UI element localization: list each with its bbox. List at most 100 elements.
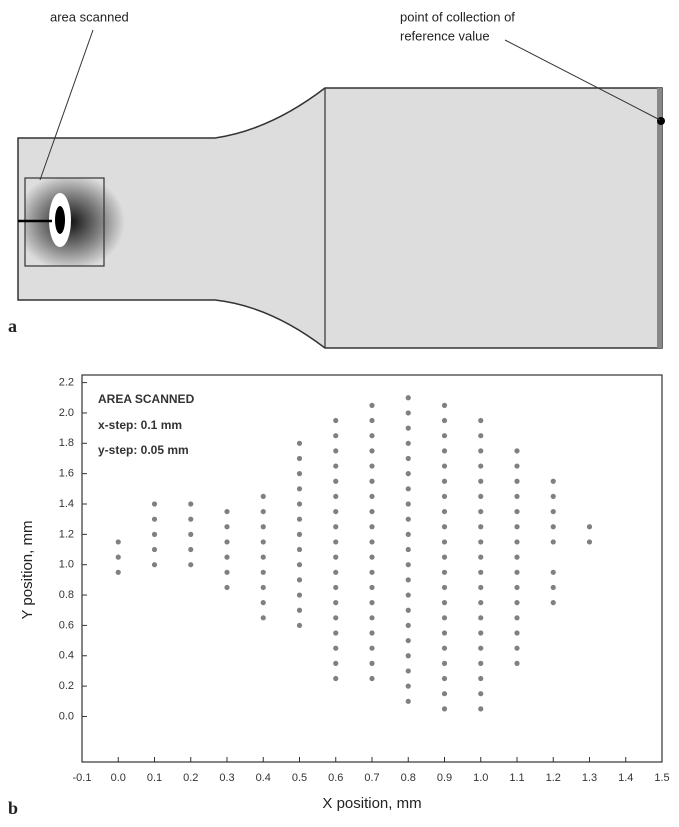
x-tick-label: 0.5	[292, 772, 307, 784]
scan-point	[260, 539, 266, 545]
scan-point	[296, 455, 303, 462]
scan-point	[478, 569, 484, 575]
scan-point	[478, 508, 484, 515]
scan-point	[333, 615, 339, 621]
x-tick-label: 0.1	[147, 772, 162, 784]
x-tick-label: 1.4	[618, 772, 633, 784]
scan-point	[550, 524, 556, 530]
scan-point	[188, 562, 194, 568]
scan-point	[478, 706, 484, 712]
x-tick-label: -0.1	[73, 772, 92, 784]
scan-point	[514, 584, 520, 591]
scan-point	[441, 539, 448, 545]
scan-point	[224, 584, 230, 591]
scan-point	[369, 660, 375, 666]
scan-point	[405, 440, 411, 446]
scan-point	[478, 675, 484, 682]
x-tick-label: 1.2	[546, 772, 561, 784]
scan-point	[405, 546, 411, 553]
scan-point	[369, 524, 375, 530]
scan-point	[296, 607, 303, 613]
scan-point	[550, 584, 556, 591]
scan-point	[514, 539, 520, 545]
x-tick-label: 0.3	[219, 772, 234, 784]
scan-point	[333, 584, 339, 591]
scan-point	[441, 478, 448, 484]
scan-point	[478, 630, 484, 636]
scan-point	[296, 546, 303, 553]
x-tick-label: 1.3	[582, 772, 597, 784]
x-tick-label: 0.6	[328, 772, 343, 784]
scan-point	[441, 691, 448, 697]
scan-point	[151, 501, 158, 507]
scan-point	[333, 569, 339, 575]
scan-point	[478, 433, 484, 439]
panel-label: a	[8, 316, 17, 336]
scan-point	[115, 569, 121, 575]
x-tick-label: 0.4	[256, 772, 271, 784]
scan-point	[478, 524, 484, 530]
scan-point	[514, 630, 520, 636]
scan-point	[369, 448, 375, 454]
scan-point	[405, 531, 411, 537]
scan-point	[405, 562, 411, 568]
scan-point	[550, 600, 556, 606]
scan-point	[441, 660, 448, 666]
scan-point	[369, 493, 375, 500]
x-tick-label: 0.9	[437, 772, 452, 784]
scan-point	[369, 600, 375, 606]
scan-point	[514, 645, 520, 651]
scan-point	[369, 615, 375, 621]
scan-point	[478, 660, 484, 666]
scan-point	[151, 531, 158, 537]
x-tick-label: 0.0	[111, 772, 126, 784]
scan-point	[405, 698, 411, 704]
y-axis-label: Y position, mm	[19, 521, 36, 620]
scan-point	[296, 516, 303, 522]
scan-point	[224, 524, 230, 530]
scan-point	[514, 615, 520, 621]
scan-point	[441, 584, 448, 591]
scan-point	[188, 516, 194, 522]
scan-point	[405, 668, 411, 674]
y-tick-label: 0.0	[59, 710, 74, 722]
scan-point	[188, 546, 194, 553]
scan-point	[333, 493, 339, 500]
scan-point	[441, 706, 448, 712]
scan-point	[441, 402, 448, 408]
scan-point	[151, 516, 158, 522]
scan-point	[478, 691, 484, 697]
scan-point	[586, 539, 593, 545]
scan-point	[260, 508, 266, 515]
scan-point	[405, 516, 411, 522]
scan-point	[441, 508, 448, 515]
scan-point	[405, 637, 411, 644]
scan-point	[405, 410, 411, 416]
scan-point	[405, 471, 411, 477]
scan-point	[260, 615, 266, 621]
scan-point	[405, 455, 411, 462]
scan-point	[514, 448, 520, 454]
scan-point	[478, 493, 484, 500]
x-tick-label: 0.7	[364, 772, 379, 784]
x-tick-label: 0.8	[401, 772, 416, 784]
y-tick-label: 1.0	[59, 559, 74, 571]
scan-point	[478, 417, 484, 424]
scan-point	[405, 592, 411, 598]
diagram-label: reference value	[400, 28, 490, 43]
scan-point	[550, 508, 556, 515]
panel-label: b	[8, 798, 18, 818]
diagram-label: area scanned	[50, 9, 129, 24]
x-tick-label: 1.5	[654, 772, 669, 784]
scan-point	[296, 577, 303, 583]
scan-point	[296, 486, 303, 492]
scan-point	[478, 478, 484, 484]
scan-point	[441, 675, 448, 682]
scan-point	[369, 584, 375, 591]
scan-point	[224, 508, 230, 515]
scan-point	[224, 539, 230, 545]
scan-point	[441, 569, 448, 575]
scan-point	[151, 546, 158, 553]
scan-point	[151, 562, 158, 568]
scan-point	[115, 539, 121, 545]
